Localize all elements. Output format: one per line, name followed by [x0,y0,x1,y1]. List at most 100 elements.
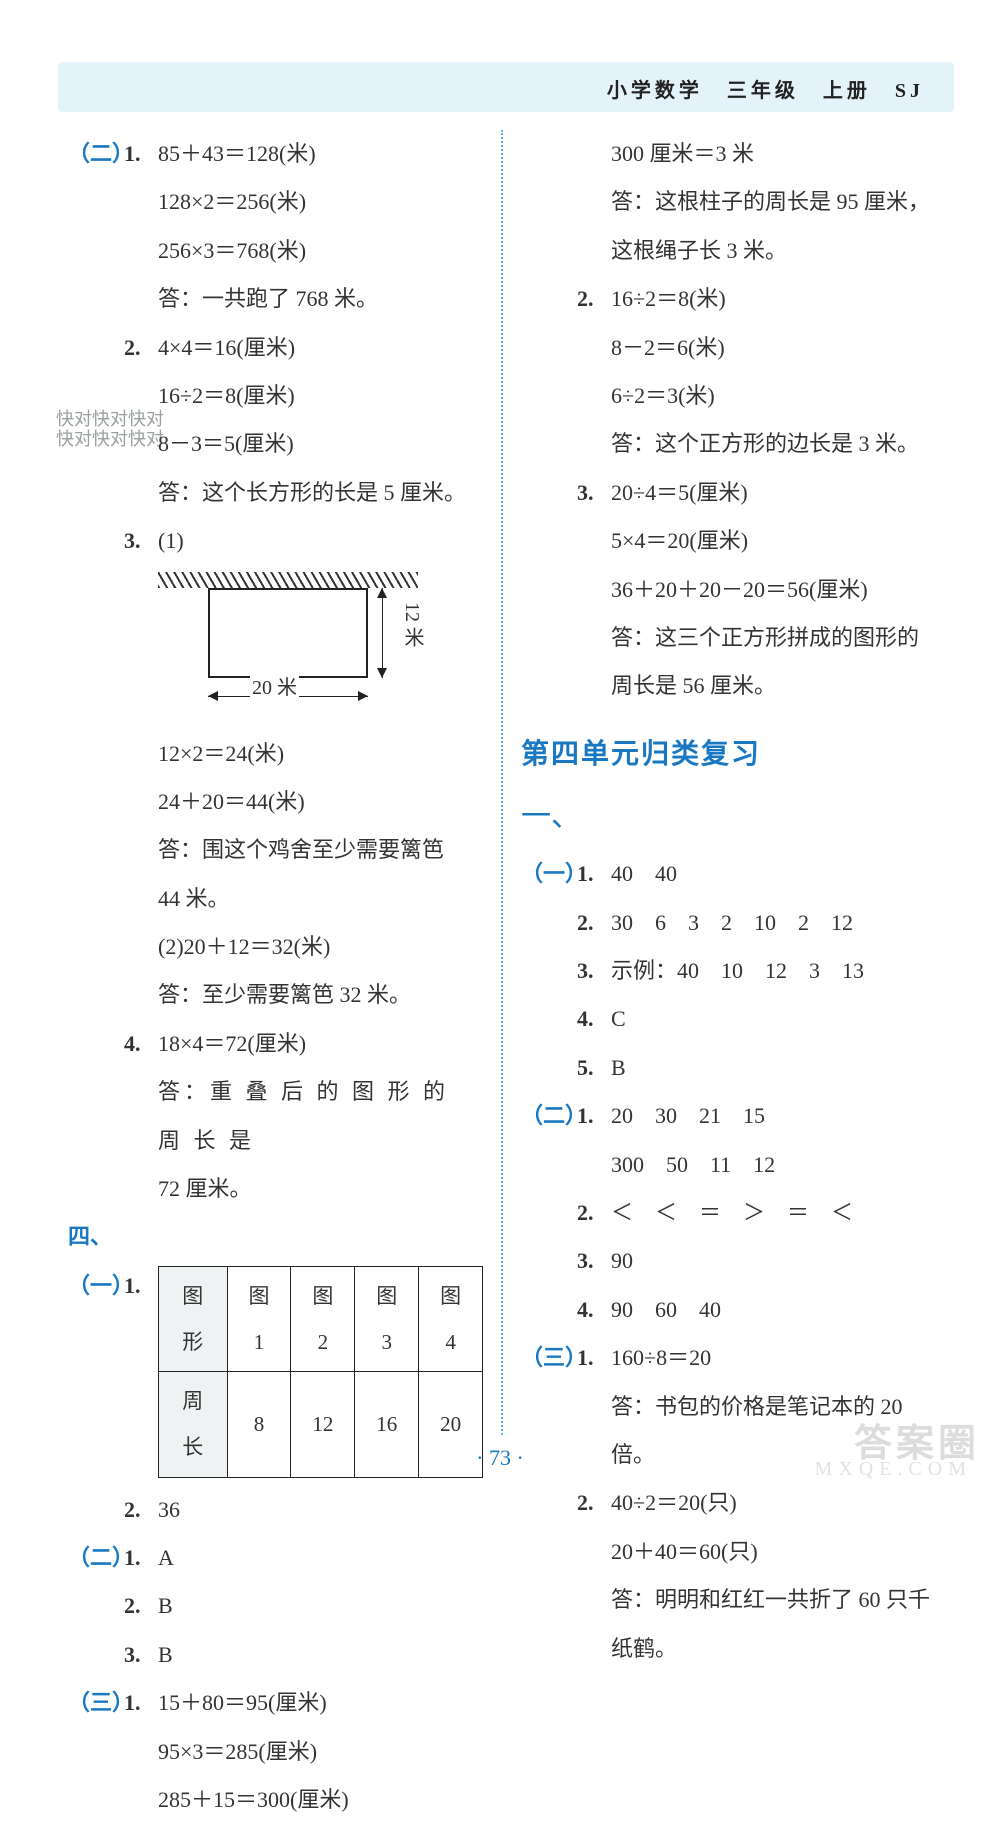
text: 答：一共跑了 768 米。 [158,275,483,323]
text: 300 厘米＝3 米 [611,130,936,178]
text-row: 24＋20＝44(米) [68,778,483,826]
item-number: 2. [577,275,611,323]
text-row: 44 米。 [68,875,483,923]
section-number: 一、 [521,784,936,850]
text: 44 米。 [158,875,483,923]
text: 答：至少需要篱笆 32 米。 [158,971,483,1019]
group-label: （三） [68,1679,124,1727]
text-row: 答：重 叠 后 的 图 形 的 周 长 是 [68,1068,483,1165]
dim-arrow [377,668,387,678]
text-row: 285＋15＝300(厘米) [68,1776,483,1824]
item-row: 4. 90 60 40 [521,1286,936,1334]
text-row: 5×4＝20(厘米) [521,517,936,565]
diagram-row: 20 米 12 米 [68,572,483,722]
text-row: 6÷2＝3(米) [521,372,936,420]
item-number: 3. [124,517,158,565]
text-row: 答：这三个正方形拼成的图形的 [521,614,936,662]
item-number: 3. [577,1237,611,1285]
text-row: 300 50 11 12 [521,1141,936,1189]
table-cell: 图 4 [419,1266,483,1371]
group-row: （三） 1. 15＋80＝95(厘米) [68,1679,483,1727]
item-number: 1. [577,850,611,898]
text: 答：这三个正方形拼成的图形的 [611,614,936,662]
text: 36 [158,1486,483,1534]
table-cell: 图 3 [355,1266,419,1371]
group-label: （三） [521,1334,577,1382]
text: 90 [611,1237,936,1285]
text-row: (2)20＋12＝32(米) [68,923,483,971]
dim-h-label: 20 米 [250,666,299,710]
text: 95×3＝285(厘米) [158,1728,483,1776]
text: 256×3＝768(米) [158,227,483,275]
text-row: 答：一共跑了 768 米。 [68,275,483,323]
text: 85＋43＝128(米) [158,130,483,178]
page-body: （二） 1. 85＋43＝128(米) 128×2＝256(米) 256×3＝7… [50,130,954,1435]
text-row: 128×2＝256(米) [68,178,483,226]
text: 40÷2＝20(只) [611,1479,936,1527]
text-row: 答：至少需要篱笆 32 米。 [68,971,483,1019]
item-row: 2. B [68,1582,483,1630]
text: A [158,1534,483,1582]
hatch-wall [158,572,418,588]
item-row: 5. B [521,1044,936,1092]
group-row: 四、 [68,1213,483,1261]
text: 这根绳子长 3 米。 [611,227,936,275]
text-row: 答：这个长方形的长是 5 厘米。 [68,469,483,517]
item-number: 1. [124,1534,158,1582]
section-title: 第四单元归类复习 [521,723,936,785]
item-row: 2. 40÷2＝20(只) [521,1479,936,1527]
text-row: 8－2＝6(米) [521,324,936,372]
rectangle-diagram: 20 米 12 米 [158,572,418,722]
item-number: 4. [577,1286,611,1334]
item-number: 1. [124,1679,158,1727]
item-number: 1. [577,1092,611,1140]
group-label: （二） [68,130,124,178]
text: 128×2＝256(米) [158,178,483,226]
group-row: （二） 1. 20 30 21 15 [521,1092,936,1140]
item-number: 1. [124,130,158,178]
text: 24＋20＝44(米) [158,778,483,826]
text: 20＋40＝60(只) [611,1528,936,1576]
text: 12×2＝24(米) [158,730,483,778]
text: B [611,1044,936,1092]
item-number: 2. [577,1189,611,1237]
text: 285＋15＝300(厘米) [158,1776,483,1824]
dim-v-label: 12 米 [390,602,434,647]
text: 答：围这个鸡舍至少需要篱笆 [158,826,483,874]
text-row: 300 厘米＝3 米 [521,130,936,178]
text: 5×4＝20(厘米) [611,517,936,565]
text-row: 答：这根柱子的周长是 95 厘米， [521,178,936,226]
item-row: 4. C [521,995,936,1043]
text: 20÷4＝5(厘米) [611,469,936,517]
text: 4×4＝16(厘米) [158,324,483,372]
text: 周长是 56 厘米。 [611,662,936,710]
item-row: 3. 20÷4＝5(厘米) [521,469,936,517]
item-number: 4. [577,995,611,1043]
text: 15＋80＝95(厘米) [158,1679,483,1727]
text-row: 答：明明和红红一共折了 60 只千 [521,1576,936,1624]
item-number: 5. [577,1044,611,1092]
text: 300 50 11 12 [611,1141,936,1189]
item-row: 2. 30 6 3 2 10 2 12 [521,899,936,947]
text: 18×4＝72(厘米) [158,1020,483,1068]
text: 20 30 21 15 [611,1092,936,1140]
dim-arrow [208,691,218,701]
text-row: 8－3＝5(厘米) [68,420,483,468]
text: 纸鹤。 [611,1625,936,1673]
text: 答：这个正方形的边长是 3 米。 [611,420,936,468]
text: 30 6 3 2 10 2 12 [611,899,936,947]
text: C [611,995,936,1043]
item-number: 3. [124,1631,158,1679]
group-row: （一） 1. 40 40 [521,850,936,898]
item-number: 2. [577,1479,611,1527]
text: 160÷8＝20 [611,1334,936,1382]
text: 36＋20＋20－20＝56(厘米) [611,566,936,614]
item-row: 2. 4×4＝16(厘米) [68,324,483,372]
text: 90 60 40 [611,1286,936,1334]
text-row: 36＋20＋20－20＝56(厘米) [521,566,936,614]
item-number: 2. [124,1486,158,1534]
table-cell: 图形 [159,1266,228,1371]
text: 16÷2＝8(厘米) [158,372,483,420]
text-row: 答：这个正方形的边长是 3 米。 [521,420,936,468]
item-number: 1. [577,1334,611,1382]
